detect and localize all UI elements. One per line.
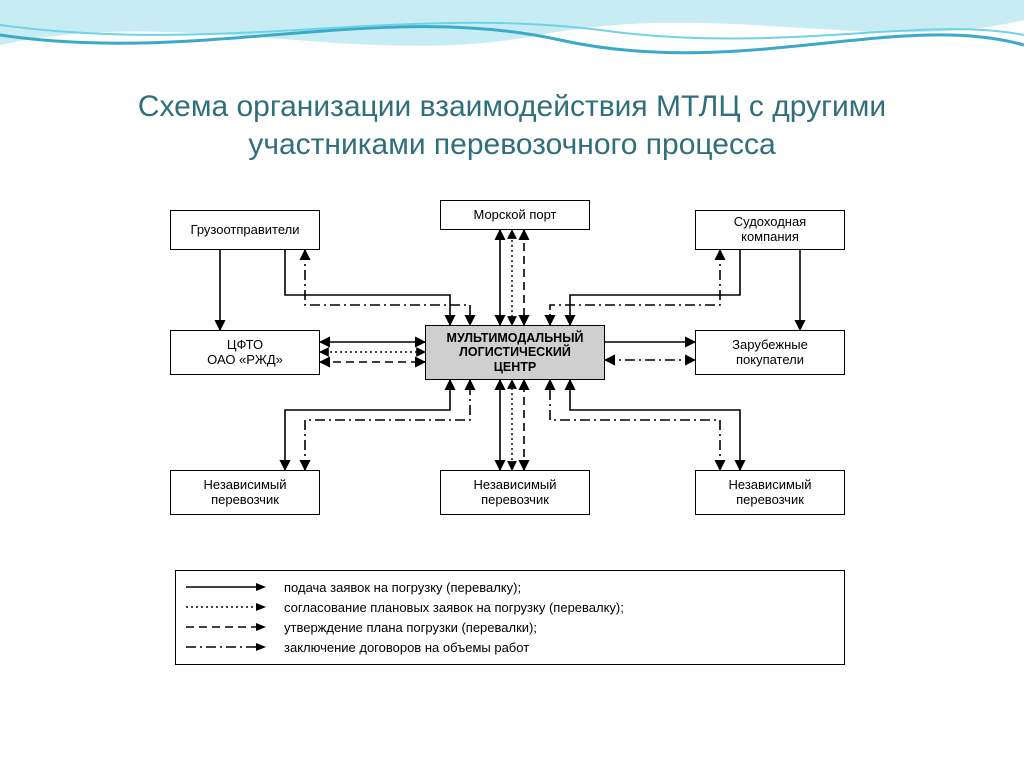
- legend-box: подача заявок на погрузку (перевалку); со…: [175, 570, 845, 665]
- node-seaport: Морской порт: [440, 200, 590, 230]
- legend-swatch-solid: [186, 580, 266, 594]
- legend-row-1: согласование плановых заявок на погрузку…: [186, 597, 834, 617]
- legend-swatch-dotted: [186, 600, 266, 614]
- edge-8: [550, 250, 720, 325]
- edge-1: [285, 250, 450, 325]
- edge-14: [285, 380, 450, 470]
- edge-7: [570, 250, 740, 325]
- node-center: МУЛЬТИМОДАЛЬНЫЙ ЛОГИСТИЧЕСКИЙ ЦЕНТР: [425, 325, 605, 380]
- node-carrier3: Независимый перевозчик: [695, 470, 845, 515]
- legend-row-2: утверждение плана погрузки (перевалки);: [186, 617, 834, 637]
- wave-decoration: [0, 0, 1024, 80]
- edge-2: [305, 250, 470, 325]
- legend-row-3: заключение договоров на объемы работ: [186, 637, 834, 657]
- edge-15: [305, 380, 470, 470]
- node-senders: Грузоотправители: [170, 210, 320, 250]
- legend-text: утверждение плана погрузки (перевалки);: [284, 620, 537, 635]
- legend-text: подача заявок на погрузку (перевалку);: [284, 580, 521, 595]
- node-carrier2: Независимый перевозчик: [440, 470, 590, 515]
- node-shipco: Судоходная компания: [695, 210, 845, 250]
- edge-19: [570, 380, 740, 470]
- node-foreign: Зарубежные покупатели: [695, 330, 845, 375]
- node-cfto: ЦФТО ОАО «РЖД»: [170, 330, 320, 375]
- node-carrier1: Независимый перевозчик: [170, 470, 320, 515]
- legend-swatch-dashdot: [186, 640, 266, 654]
- interaction-diagram: Грузоотправители Морской порт Судоходная к…: [160, 200, 864, 550]
- legend-row-0: подача заявок на погрузку (перевалку);: [186, 577, 834, 597]
- edge-20: [550, 380, 720, 470]
- legend-swatch-dashed: [186, 620, 266, 634]
- slide-title: Схема организации взаимодействия МТЛЦ с …: [62, 88, 962, 163]
- legend-text: заключение договоров на объемы работ: [284, 640, 529, 655]
- legend-text: согласование плановых заявок на погрузку…: [284, 600, 624, 615]
